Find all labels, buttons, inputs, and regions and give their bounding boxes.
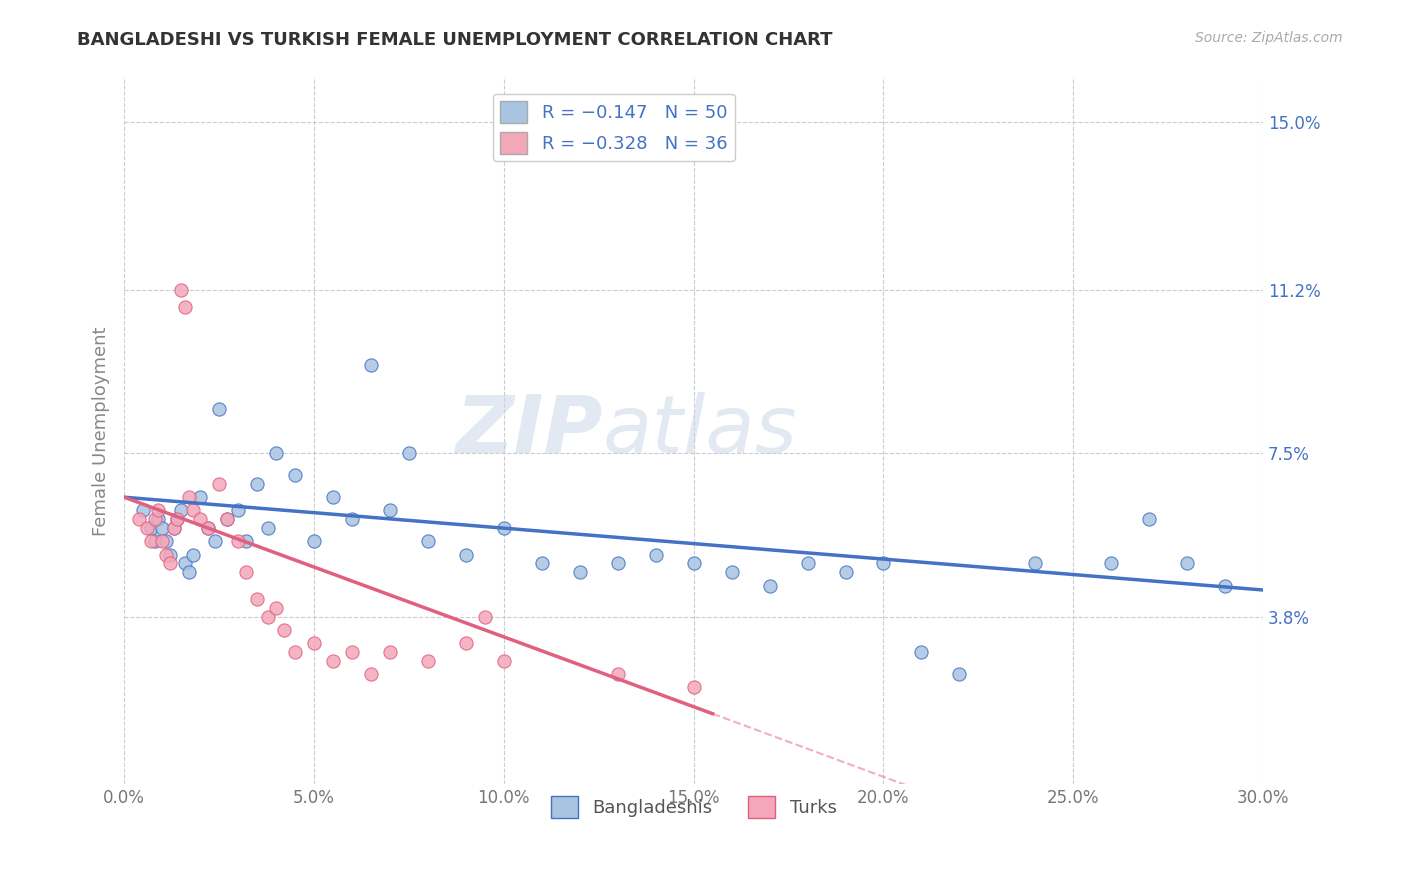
Point: [159, 548, 181, 562]
Point: [148, 503, 170, 517]
Point: [204, 534, 226, 549]
Point: [273, 623, 295, 637]
Text: BANGLADESHI VS TURKISH FEMALE UNEMPLOYMENT CORRELATION CHART: BANGLADESHI VS TURKISH FEMALE UNEMPLOYME…: [77, 31, 832, 49]
Point: [155, 548, 177, 562]
Point: [360, 358, 382, 372]
Point: [1024, 557, 1046, 571]
Point: [378, 645, 401, 659]
Point: [758, 578, 780, 592]
Point: [257, 521, 280, 535]
Point: [606, 667, 628, 681]
Point: [454, 548, 477, 562]
Point: [682, 680, 704, 694]
Point: [284, 645, 307, 659]
Point: [416, 654, 439, 668]
Point: [235, 534, 257, 549]
Point: [150, 534, 173, 549]
Point: [1099, 557, 1122, 571]
Point: [143, 534, 166, 549]
Point: [208, 401, 231, 416]
Point: [235, 566, 257, 580]
Point: [302, 636, 325, 650]
Point: [340, 512, 363, 526]
Point: [416, 534, 439, 549]
Point: [398, 446, 420, 460]
Legend: Bangladeshis, Turks: Bangladeshis, Turks: [543, 789, 844, 825]
Point: [155, 534, 177, 549]
Point: [188, 490, 211, 504]
Point: [197, 521, 219, 535]
Point: [181, 503, 204, 517]
Point: [177, 566, 200, 580]
Point: [166, 512, 188, 526]
Point: [378, 503, 401, 517]
Point: [139, 534, 162, 549]
Point: [162, 521, 184, 535]
Point: [148, 512, 170, 526]
Point: [1213, 578, 1236, 592]
Point: [181, 548, 204, 562]
Text: Source: ZipAtlas.com: Source: ZipAtlas.com: [1195, 31, 1343, 45]
Point: [454, 636, 477, 650]
Point: [568, 566, 591, 580]
Point: [360, 667, 382, 681]
Point: [208, 477, 231, 491]
Point: [257, 609, 280, 624]
Point: [226, 503, 249, 517]
Point: [215, 512, 238, 526]
Point: [177, 490, 200, 504]
Point: [644, 548, 666, 562]
Point: [1137, 512, 1160, 526]
Point: [246, 477, 269, 491]
Point: [143, 512, 166, 526]
Point: [682, 557, 704, 571]
Point: [170, 503, 193, 517]
Point: [492, 654, 515, 668]
Point: [948, 667, 970, 681]
Point: [226, 534, 249, 549]
Point: [322, 654, 344, 668]
Point: [1175, 557, 1198, 571]
Point: [720, 566, 742, 580]
Point: [530, 557, 553, 571]
Point: [264, 446, 287, 460]
Point: [474, 609, 496, 624]
Point: [834, 566, 856, 580]
Point: [302, 534, 325, 549]
Point: [197, 521, 219, 535]
Point: [170, 283, 193, 297]
Point: [166, 512, 188, 526]
Point: [215, 512, 238, 526]
Y-axis label: Female Unemployment: Female Unemployment: [93, 326, 110, 536]
Point: [340, 645, 363, 659]
Point: [150, 521, 173, 535]
Point: [606, 557, 628, 571]
Point: [139, 521, 162, 535]
Point: [246, 591, 269, 606]
Point: [872, 557, 894, 571]
Point: [136, 521, 159, 535]
Point: [322, 490, 344, 504]
Point: [796, 557, 818, 571]
Point: [128, 512, 150, 526]
Point: [162, 521, 184, 535]
Point: [284, 468, 307, 483]
Point: [910, 645, 932, 659]
Point: [492, 521, 515, 535]
Point: [159, 557, 181, 571]
Point: [174, 300, 197, 314]
Point: [174, 557, 197, 571]
Text: atlas: atlas: [603, 392, 797, 470]
Point: [188, 512, 211, 526]
Text: ZIP: ZIP: [456, 392, 603, 470]
Point: [264, 600, 287, 615]
Point: [132, 503, 155, 517]
